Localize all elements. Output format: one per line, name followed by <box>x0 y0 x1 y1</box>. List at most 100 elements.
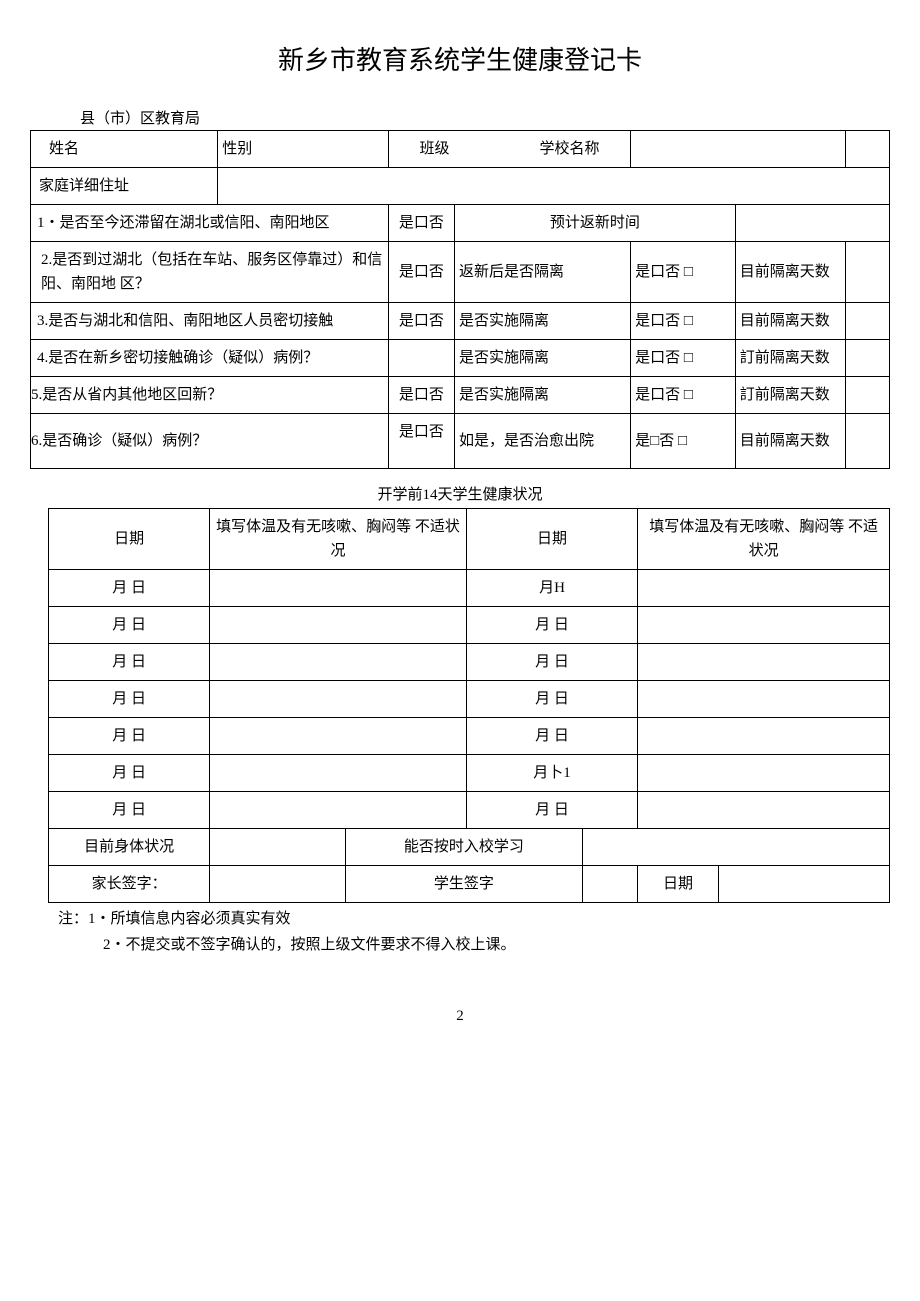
q1-opt[interactable]: 是口否 <box>388 205 454 242</box>
day-date-right[interactable]: 月卜1 <box>466 755 637 792</box>
day-date-left[interactable]: 月 日 <box>49 718 210 755</box>
q6-label: 6.是否确诊（疑似）病例？ <box>31 414 389 469</box>
q3-opt[interactable]: 是口否 <box>388 303 454 340</box>
parent-sign-val[interactable] <box>210 866 346 903</box>
q2-label: 2.是否到过湖北（包括在车站、服务区停靠过）和信阳、南阳地 区？ <box>31 242 389 303</box>
section-title: 开学前14天学生健康状况 <box>30 483 890 504</box>
page-title: 新乡市教育系统学生健康登记卡 <box>30 40 890 77</box>
q1-sub-label: 预计返新时间 <box>454 205 735 242</box>
q6-sub-label: 如是，是否治愈出院 <box>454 414 630 469</box>
table-row: 月 日月 日 <box>49 644 890 681</box>
table-row: 家庭详细住址 <box>31 168 890 205</box>
q6-sub-opt[interactable]: 是□否 □ <box>631 414 736 469</box>
address-label: 家庭详细住址 <box>31 168 218 205</box>
q3-days-val[interactable] <box>845 303 889 340</box>
address-cell[interactable] <box>218 168 890 205</box>
day-date-left[interactable]: 月 日 <box>49 570 210 607</box>
day-date-right[interactable]: 月 日 <box>466 681 637 718</box>
q2-sub-opt[interactable]: 是口否 □ <box>631 242 736 303</box>
health-form-table: 姓名 性别 班级学校名称 家庭详细住址 1・是否至今还滞留在湖北或信阳、南阳地区… <box>30 130 890 469</box>
day-cond-right[interactable] <box>638 681 890 718</box>
day-cond-left[interactable] <box>210 681 467 718</box>
q2-sub-label: 返新后是否隔离 <box>454 242 630 303</box>
q2-days-val[interactable] <box>845 242 889 303</box>
q1-label: 1・是否至今还滞留在湖北或信阳、南阳地区 <box>31 205 389 242</box>
table-row: 4.是否在新乡密切接触确诊（疑似）病例？ 是否实施隔离 是口否 □ 訂前隔离天数 <box>31 340 890 377</box>
cond-label: 填写体温及有无咳嗽、胸闷等 不适状况 <box>210 509 467 570</box>
day-cond-right[interactable] <box>638 607 890 644</box>
cur-status-val[interactable] <box>210 829 346 866</box>
q6-opt[interactable]: 是口否 <box>388 414 454 469</box>
attend-val[interactable] <box>582 829 889 866</box>
q5-sub-opt[interactable]: 是口否 □ <box>631 377 736 414</box>
school-name-cell[interactable] <box>631 131 846 168</box>
student-sign-val[interactable] <box>582 866 637 903</box>
name-label: 姓名 <box>31 131 218 168</box>
day-date-left[interactable]: 月 日 <box>49 681 210 718</box>
day-cond-right[interactable] <box>638 792 890 829</box>
class-label: 班级学校名称 <box>388 131 630 168</box>
day-date-right[interactable]: 月 日 <box>466 644 637 681</box>
day-date-left[interactable]: 月 日 <box>49 607 210 644</box>
day-cond-left[interactable] <box>210 792 467 829</box>
day-date-right[interactable]: 月H <box>466 570 637 607</box>
note-line-2: 2・不提交或不签字确认的，按照上级文件要求不得入校上课。 <box>103 933 890 959</box>
day-date-left[interactable]: 月 日 <box>49 644 210 681</box>
day-date-right[interactable]: 月 日 <box>466 792 637 829</box>
gender-label: 性别 <box>218 131 389 168</box>
subtitle: 县（市）区教育局 <box>80 107 890 128</box>
q6-days-val[interactable] <box>845 414 889 469</box>
blank-cell[interactable] <box>845 131 889 168</box>
day-date-right[interactable]: 月 日 <box>466 607 637 644</box>
q2-opt[interactable]: 是口否 <box>388 242 454 303</box>
day-cond-left[interactable] <box>210 570 467 607</box>
table-row: 家长签字： 学生签字 日期 <box>49 866 890 903</box>
cur-status-label: 目前身体状况 <box>49 829 210 866</box>
table-row: 3.是否与湖北和信阳、南阳地区人员密切接触 是口否 是否实施隔离 是口否 □ 目… <box>31 303 890 340</box>
q5-days-val[interactable] <box>845 377 889 414</box>
q4-days-label: 訂前隔离天数 <box>735 340 845 377</box>
day-date-left[interactable]: 月 日 <box>49 792 210 829</box>
date-label2: 日期 <box>466 509 637 570</box>
day-cond-right[interactable] <box>638 570 890 607</box>
day-cond-left[interactable] <box>210 718 467 755</box>
date-sign-val[interactable] <box>718 866 889 903</box>
table-row: 月 日月 日 <box>49 681 890 718</box>
q4-opt[interactable] <box>388 340 454 377</box>
date-label: 日期 <box>49 509 210 570</box>
notes: 注：1・所填信息内容必须真实有效 2・不提交或不签字确认的，按照上级文件要求不得… <box>58 907 890 958</box>
q2-days-label: 目前隔离天数 <box>735 242 845 303</box>
q5-days-label: 訂前隔离天数 <box>735 377 845 414</box>
day-date-left[interactable]: 月 日 <box>49 755 210 792</box>
table-row: 姓名 性别 班级学校名称 <box>31 131 890 168</box>
day-cond-right[interactable] <box>638 644 890 681</box>
table-row: 5.是否从省内其他地区回新？ 是口否 是否实施隔离 是口否 □ 訂前隔离天数 <box>31 377 890 414</box>
q4-days-val[interactable] <box>845 340 889 377</box>
student-sign-label: 学生签字 <box>346 866 583 903</box>
table-row: 月 日 月H <box>49 570 890 607</box>
day-cond-right[interactable] <box>638 718 890 755</box>
day-date-right[interactable]: 月 日 <box>466 718 637 755</box>
day-cond-left[interactable] <box>210 607 467 644</box>
parent-sign-label: 家长签字： <box>49 866 210 903</box>
day-cond-right[interactable] <box>638 755 890 792</box>
date-sign-label: 日期 <box>638 866 719 903</box>
q3-sub-opt[interactable]: 是口否 □ <box>631 303 736 340</box>
table-row: 月 日月 日 <box>49 718 890 755</box>
q5-sub-label: 是否实施隔离 <box>454 377 630 414</box>
q5-label: 5.是否从省内其他地区回新？ <box>31 377 389 414</box>
table-row: 2.是否到过湖北（包括在车站、服务区停靠过）和信阳、南阳地 区？ 是口否 返新后… <box>31 242 890 303</box>
table-row: 1・是否至今还滞留在湖北或信阳、南阳地区 是口否 预计返新时间 <box>31 205 890 242</box>
q1-return-time[interactable] <box>735 205 889 242</box>
q3-label: 3.是否与湖北和信阳、南阳地区人员密切接触 <box>31 303 389 340</box>
q3-sub-label: 是否实施隔离 <box>454 303 630 340</box>
day-cond-left[interactable] <box>210 644 467 681</box>
q3-days-label: 目前隔离天数 <box>735 303 845 340</box>
attend-label: 能否按时入校学习 <box>346 829 583 866</box>
q4-sub-opt[interactable]: 是口否 □ <box>631 340 736 377</box>
q5-opt[interactable]: 是口否 <box>388 377 454 414</box>
table-row: 月 日月 日 <box>49 607 890 644</box>
q4-label: 4.是否在新乡密切接触确诊（疑似）病例？ <box>31 340 389 377</box>
day-cond-left[interactable] <box>210 755 467 792</box>
q6-days-label: 目前隔离天数 <box>735 414 845 469</box>
